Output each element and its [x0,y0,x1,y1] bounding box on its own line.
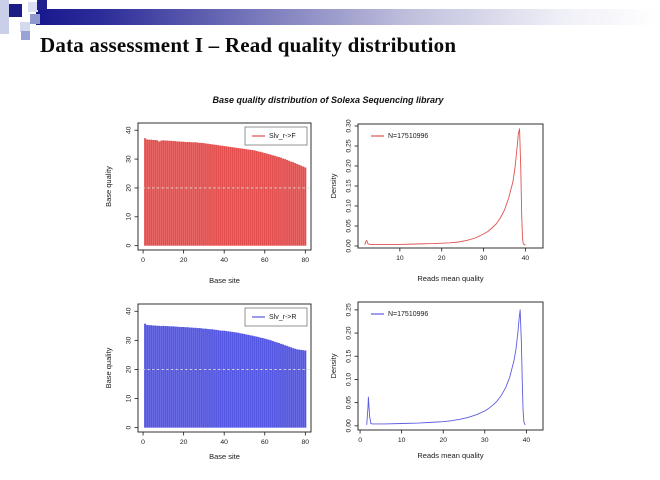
svg-text:0.05: 0.05 [346,219,353,232]
plot-box [357,123,544,249]
y-axis-label: Base quality [104,166,113,207]
deco-square-strip [0,0,9,34]
svg-text:30: 30 [480,255,488,262]
svg-text:0.25: 0.25 [346,303,353,316]
y-axis: 0 10 20 30 40 [126,126,138,248]
x-axis-label: Reads mean quality [417,274,484,283]
svg-text:0: 0 [141,439,145,446]
svg-text:10: 10 [396,255,404,262]
header-gradient-bar [36,9,660,25]
svg-text:60: 60 [261,257,269,264]
svg-text:0.00: 0.00 [346,239,353,252]
density-curve [366,309,526,426]
chart-reverse-base-quality: 0 20 40 60 80 Base site 0 10 20 30 40 Base quality S… [98,286,331,480]
slide-title: Data assessment I – Read quality distrib… [40,33,457,57]
svg-text:30: 30 [126,336,133,344]
x-axis: 0 20 40 60 80 [141,432,309,446]
svg-text:40: 40 [220,257,228,264]
svg-text:60: 60 [261,439,269,446]
deco-square-periwinkle-b [21,31,30,40]
legend: N=17510996 [371,133,428,140]
plot-reverse-base-quality: 0 20 40 60 80 Base site 0 10 20 30 40 Base quality S… [104,303,312,461]
x-axis: 0 20 40 60 80 [141,250,309,264]
legend: Slv_r->R [244,307,308,327]
svg-text:0.25: 0.25 [346,139,353,152]
deco-square-navy [9,4,22,17]
svg-text:N=17510996: N=17510996 [388,311,428,318]
svg-text:40: 40 [126,307,133,315]
deco-square-periwinkle-a [30,14,40,24]
svg-text:Slv_r->F: Slv_r->F [269,133,296,140]
bars [144,138,307,246]
svg-text:0.05: 0.05 [346,396,353,409]
chart-forward-quality-density: 10 20 30 40 Reads mean quality 0.00 0.05 0.10 0.… [325,105,558,310]
svg-text:20: 20 [180,439,188,446]
figure-title: Base quality distribution of Solexa Sequ… [212,95,444,105]
svg-text:80: 80 [302,257,310,264]
plot-forward-base-quality: 0 20 40 60 80 Base site 0 10 20 30 40 Base quality S… [104,122,312,285]
y-axis: 0.00 0.05 0.10 0.15 0.20 0.25 0.30 [346,119,358,253]
svg-text:0: 0 [141,257,145,264]
svg-text:10: 10 [126,213,133,221]
svg-text:20: 20 [438,255,446,262]
svg-text:20: 20 [126,365,133,373]
svg-text:30: 30 [126,155,133,163]
y-axis: 0 10 20 30 40 [126,307,138,430]
bars [144,323,307,428]
density-curve [364,128,526,246]
svg-text:Slv_r->R: Slv_r->R [269,314,296,321]
svg-text:40: 40 [522,255,530,262]
x-axis-label: Base site [209,276,240,285]
svg-text:0: 0 [126,426,133,430]
svg-text:0.10: 0.10 [346,373,353,386]
svg-text:20: 20 [180,257,188,264]
svg-text:0.20: 0.20 [346,159,353,172]
y-axis-label: Density [329,173,338,198]
svg-text:0: 0 [126,244,133,248]
svg-text:0.30: 0.30 [346,119,353,132]
x-axis: 10 20 30 40 [396,248,529,262]
x-axis: 0 10 20 30 40 [358,430,530,444]
svg-text:10: 10 [126,395,133,403]
svg-text:0: 0 [358,437,362,444]
svg-text:N=17510996: N=17510996 [388,133,428,140]
plot-box [357,301,544,431]
svg-text:20: 20 [126,184,133,192]
svg-text:40: 40 [220,439,228,446]
x-axis-label: Base site [209,452,240,461]
chart-reverse-quality-density: 0 10 20 30 40 Reads mean quality 0.00 0.05 0.10 0… [325,286,558,480]
deco-square-pale-b [20,22,30,32]
svg-text:0.20: 0.20 [346,326,353,339]
svg-text:40: 40 [126,126,133,134]
deco-square-navy-b [37,0,47,10]
y-axis: 0.00 0.05 0.10 0.15 0.20 0.25 [346,303,358,432]
svg-text:30: 30 [481,437,489,444]
legend: Slv_r->F [244,126,308,146]
y-axis-label: Base quality [104,347,113,388]
svg-text:20: 20 [439,437,447,444]
svg-text:0.15: 0.15 [346,179,353,192]
svg-text:0.00: 0.00 [346,419,353,432]
chart-forward-base-quality: 0 20 40 60 80 Base site 0 10 20 30 40 Base quality S… [98,105,331,310]
svg-text:40: 40 [523,437,531,444]
svg-text:0.15: 0.15 [346,349,353,362]
legend: N=17510996 [371,311,428,318]
deco-square-pale-a [28,2,38,12]
x-axis-label: Reads mean quality [417,451,484,460]
svg-text:0.10: 0.10 [346,199,353,212]
svg-text:10: 10 [398,437,406,444]
y-axis-label: Density [329,353,338,378]
svg-text:80: 80 [302,439,310,446]
